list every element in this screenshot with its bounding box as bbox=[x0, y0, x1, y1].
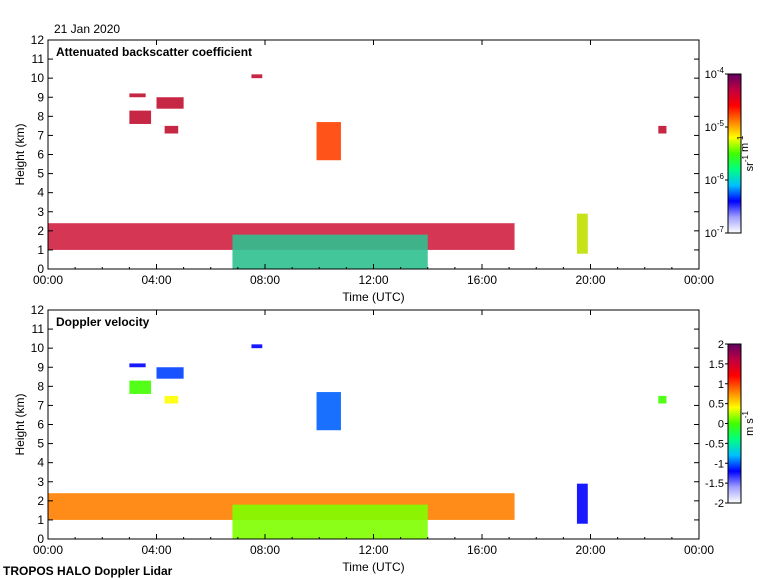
x-tick-label: 00:00 bbox=[684, 273, 714, 287]
feature-mid-level-cloud bbox=[129, 380, 152, 394]
y-tick-label: 2 bbox=[37, 494, 44, 508]
y-tick-label: 11 bbox=[32, 322, 45, 336]
y-tick-label: 1 bbox=[37, 243, 44, 257]
colorbar-tick-label: 0.5 bbox=[709, 399, 724, 411]
x-tick-label: 00:00 bbox=[33, 273, 63, 287]
x-tick-label: 08:00 bbox=[250, 273, 280, 287]
x-tick-label: 16:00 bbox=[467, 543, 497, 557]
colorbar-tick-label: 10-4 bbox=[705, 66, 725, 81]
x-tick-label: 04:00 bbox=[141, 543, 171, 557]
feature-mid-level-cloud bbox=[129, 93, 146, 98]
feature-shallow-cloud bbox=[576, 213, 588, 254]
y-tick-label: 9 bbox=[37, 360, 44, 374]
x-tick-label: 12:00 bbox=[358, 273, 388, 287]
colorbar bbox=[727, 343, 742, 504]
y-tick-label: 10 bbox=[31, 71, 45, 85]
y-tick-label: 5 bbox=[37, 437, 44, 451]
feature-mid-level-cloud bbox=[129, 363, 146, 368]
x-axis-label: Time (UTC) bbox=[342, 560, 404, 574]
panel-1: Attenuated backscatter coefficient012345… bbox=[13, 33, 756, 304]
y-axis-label: Height (km) bbox=[13, 393, 27, 455]
y-tick-label: 6 bbox=[37, 418, 44, 432]
y-tick-label: 0 bbox=[37, 262, 44, 276]
y-tick-label: 4 bbox=[37, 456, 44, 470]
y-tick-label: 12 bbox=[31, 33, 45, 47]
y-tick-label: 6 bbox=[37, 148, 44, 162]
feature-shallow-cloud bbox=[576, 483, 588, 524]
y-tick-label: 8 bbox=[37, 109, 44, 123]
x-tick-label: 12:00 bbox=[358, 543, 388, 557]
colorbar-units: sr-1 m-1 bbox=[736, 135, 756, 171]
y-tick-label: 1 bbox=[37, 513, 44, 527]
colorbar-tick-label: 0 bbox=[718, 419, 724, 431]
colorbar-tick-label: -2 bbox=[714, 498, 724, 510]
colorbar bbox=[727, 73, 742, 234]
x-tick-label: 20:00 bbox=[575, 543, 605, 557]
feature-falling-streak bbox=[316, 122, 341, 161]
y-tick-label: 3 bbox=[37, 205, 44, 219]
colorbar-tick-label: 1 bbox=[718, 379, 724, 391]
x-tick-label: 00:00 bbox=[33, 543, 63, 557]
y-tick-label: 9 bbox=[37, 90, 44, 104]
y-tick-label: 10 bbox=[31, 341, 45, 355]
y-tick-label: 3 bbox=[37, 475, 44, 489]
y-tick-label: 4 bbox=[37, 186, 44, 200]
x-tick-label: 00:00 bbox=[684, 543, 714, 557]
feature-boundary-layer-aerosol bbox=[232, 234, 428, 269]
feature-high-cloud bbox=[251, 344, 263, 349]
colorbar-tick-label: 10-7 bbox=[705, 225, 725, 240]
feature-high-cloud bbox=[658, 125, 667, 134]
colorbar-tick-label: 10-5 bbox=[705, 119, 725, 134]
x-tick-label: 04:00 bbox=[141, 273, 171, 287]
feature-mid-level-cloud bbox=[164, 395, 179, 404]
x-axis-label: Time (UTC) bbox=[342, 290, 404, 304]
colorbar-tick-label: -1.5 bbox=[705, 478, 724, 490]
colorbar-tick-label: -0.5 bbox=[705, 438, 724, 450]
feature-high-cloud bbox=[658, 395, 667, 404]
feature-mid-level-cloud bbox=[156, 367, 184, 379]
y-axis-label: Height (km) bbox=[13, 123, 27, 185]
feature-mid-level-cloud bbox=[156, 97, 184, 109]
y-tick-label: 7 bbox=[37, 128, 44, 142]
footer-label: TROPOS HALO Doppler Lidar bbox=[3, 564, 173, 578]
colorbar-units: m s-1 bbox=[741, 411, 756, 436]
feature-boundary-layer-turbulence bbox=[232, 504, 428, 539]
x-tick-label: 08:00 bbox=[250, 543, 280, 557]
y-tick-label: 0 bbox=[37, 532, 44, 546]
x-tick-label: 20:00 bbox=[575, 273, 605, 287]
feature-high-cloud bbox=[251, 74, 263, 79]
y-tick-label: 8 bbox=[37, 379, 44, 393]
colorbar-tick-label: -1 bbox=[714, 458, 724, 470]
y-tick-label: 5 bbox=[37, 167, 44, 181]
panel-title: Attenuated backscatter coefficient bbox=[56, 45, 252, 59]
feature-mid-level-cloud bbox=[129, 110, 152, 124]
x-tick-label: 16:00 bbox=[467, 273, 497, 287]
y-tick-label: 2 bbox=[37, 224, 44, 238]
y-tick-label: 12 bbox=[31, 303, 45, 317]
colorbar-tick-label: 1.5 bbox=[709, 359, 724, 371]
feature-falling-streak bbox=[316, 392, 341, 431]
date-label: 21 Jan 2020 bbox=[54, 22, 120, 36]
y-tick-label: 11 bbox=[32, 52, 45, 66]
colorbar-tick-label: 2 bbox=[718, 339, 724, 351]
y-tick-label: 7 bbox=[37, 398, 44, 412]
colorbar-tick-label: 10-6 bbox=[705, 172, 725, 187]
panel-title: Doppler velocity bbox=[56, 315, 150, 329]
feature-mid-level-cloud bbox=[164, 125, 179, 134]
